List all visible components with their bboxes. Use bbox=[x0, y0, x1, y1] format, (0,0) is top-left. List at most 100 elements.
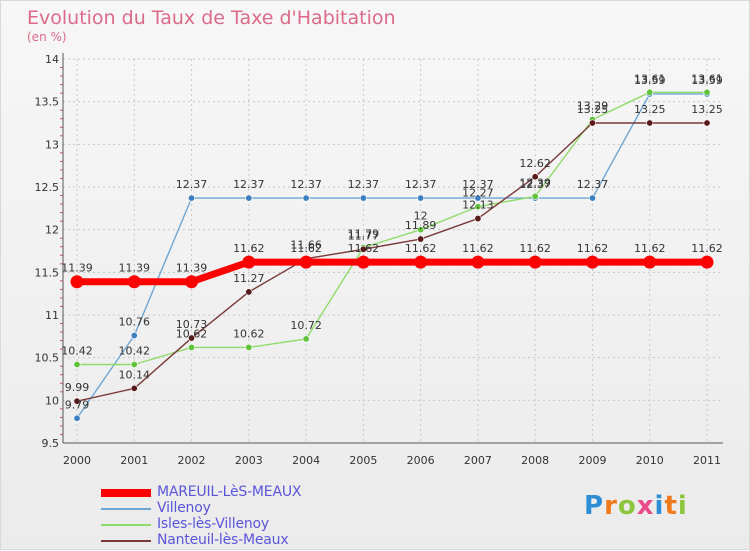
x-tick-label: 2003 bbox=[235, 454, 263, 467]
data-label: 11.62 bbox=[462, 242, 494, 255]
data-point bbox=[471, 255, 485, 269]
data-point bbox=[242, 255, 256, 269]
data-label: 11.62 bbox=[233, 242, 265, 255]
data-label: 11.62 bbox=[348, 242, 380, 255]
data-point bbox=[414, 255, 428, 269]
legend-swatch bbox=[101, 501, 151, 517]
legend-swatch bbox=[101, 517, 151, 533]
data-point bbox=[643, 255, 657, 269]
data-label: 11.39 bbox=[119, 262, 151, 275]
y-tick-label: 12 bbox=[45, 224, 59, 237]
y-tick-label: 10 bbox=[45, 394, 59, 407]
data-point bbox=[700, 255, 714, 269]
data-point bbox=[703, 88, 711, 96]
data-label: 13.59 bbox=[691, 74, 723, 87]
y-tick-label: 11 bbox=[45, 309, 59, 322]
data-label: 10.62 bbox=[176, 327, 208, 340]
data-label: 13.61 bbox=[634, 72, 666, 85]
data-point bbox=[474, 194, 482, 202]
data-point bbox=[417, 226, 425, 234]
legend-label: Nanteuil-lès-Meaux bbox=[157, 532, 289, 548]
logo-letter: i bbox=[654, 491, 665, 521]
data-label: 13.25 bbox=[577, 103, 609, 116]
series-line bbox=[77, 258, 707, 286]
legend-label: Villenoy bbox=[157, 500, 211, 516]
legend-label: MAREUIL-LèS-MEAUX bbox=[157, 484, 302, 500]
data-point bbox=[245, 288, 253, 296]
legend-swatch bbox=[101, 533, 151, 549]
data-label: 11.62 bbox=[577, 242, 609, 255]
data-label: 12.13 bbox=[462, 199, 494, 212]
data-label: 12.27 bbox=[462, 187, 494, 200]
legend-swatch bbox=[101, 485, 151, 501]
x-tick-label: 2007 bbox=[464, 454, 492, 467]
data-label: 12.62 bbox=[519, 157, 551, 170]
data-label: 11.79 bbox=[348, 228, 380, 241]
data-label: 12.37 bbox=[462, 178, 494, 191]
data-point bbox=[130, 384, 138, 392]
logo-letter: i bbox=[677, 491, 688, 521]
data-label: 11.62 bbox=[691, 242, 723, 255]
data-point bbox=[359, 245, 367, 253]
data-label: 12 bbox=[414, 210, 428, 223]
data-label: 12.37 bbox=[519, 178, 551, 191]
data-label: 11.62 bbox=[290, 242, 322, 255]
y-tick-label: 12.5 bbox=[35, 181, 60, 194]
data-point bbox=[585, 255, 599, 269]
series-line bbox=[77, 91, 707, 366]
logo-letter: o bbox=[617, 491, 637, 521]
data-label: 13.61 bbox=[691, 72, 723, 85]
y-tick-label: 10.5 bbox=[35, 352, 60, 365]
y-tick-label: 13 bbox=[45, 138, 59, 151]
data-label: 12.37 bbox=[577, 178, 609, 191]
data-point bbox=[188, 343, 196, 351]
data-label: 13.29 bbox=[577, 100, 609, 113]
data-point bbox=[531, 192, 539, 200]
data-point bbox=[73, 414, 81, 422]
data-label: 12.37 bbox=[405, 178, 437, 191]
data-label: 12.37 bbox=[176, 178, 208, 191]
plot-area bbox=[63, 59, 723, 443]
data-point bbox=[528, 255, 542, 269]
data-point bbox=[588, 119, 596, 127]
logo-letter: x bbox=[636, 491, 655, 521]
data-label: 12.37 bbox=[290, 178, 322, 191]
data-point bbox=[302, 194, 310, 202]
data-point bbox=[127, 275, 141, 289]
data-label: 13.25 bbox=[691, 103, 723, 116]
data-point bbox=[474, 203, 482, 211]
data-point bbox=[359, 194, 367, 202]
data-point bbox=[646, 88, 654, 96]
x-tick-label: 2009 bbox=[578, 454, 606, 467]
logo-letter: P bbox=[584, 491, 605, 521]
x-tick-label: 2000 bbox=[63, 454, 91, 467]
data-label: 11.89 bbox=[405, 219, 437, 232]
x-tick-label: 2001 bbox=[120, 454, 148, 467]
data-label: 10.73 bbox=[176, 318, 208, 331]
x-tick-label: 2010 bbox=[636, 454, 664, 467]
data-point bbox=[531, 173, 539, 181]
data-point bbox=[73, 360, 81, 368]
y-tick-label: 13.5 bbox=[35, 96, 60, 109]
chart-title: Evolution du Taux de Taxe d'Habitation bbox=[27, 7, 396, 29]
data-label: 13.25 bbox=[634, 103, 666, 116]
series-line bbox=[76, 122, 707, 402]
data-label: 9.79 bbox=[65, 398, 90, 411]
data-point bbox=[474, 215, 482, 223]
data-label: 11.62 bbox=[405, 242, 437, 255]
x-tick-label: 2005 bbox=[349, 454, 377, 467]
data-label: 10.14 bbox=[119, 368, 151, 381]
data-point bbox=[302, 335, 310, 343]
y-tick-label: 14 bbox=[45, 53, 59, 66]
data-point bbox=[299, 255, 313, 269]
data-point bbox=[588, 194, 596, 202]
data-point bbox=[130, 360, 138, 368]
x-tick-label: 2011 bbox=[693, 454, 721, 467]
data-point bbox=[703, 119, 711, 127]
data-label: 10.72 bbox=[290, 319, 322, 332]
x-tick-label: 2004 bbox=[292, 454, 320, 467]
data-label: 13.59 bbox=[634, 74, 666, 87]
data-point bbox=[185, 275, 199, 289]
